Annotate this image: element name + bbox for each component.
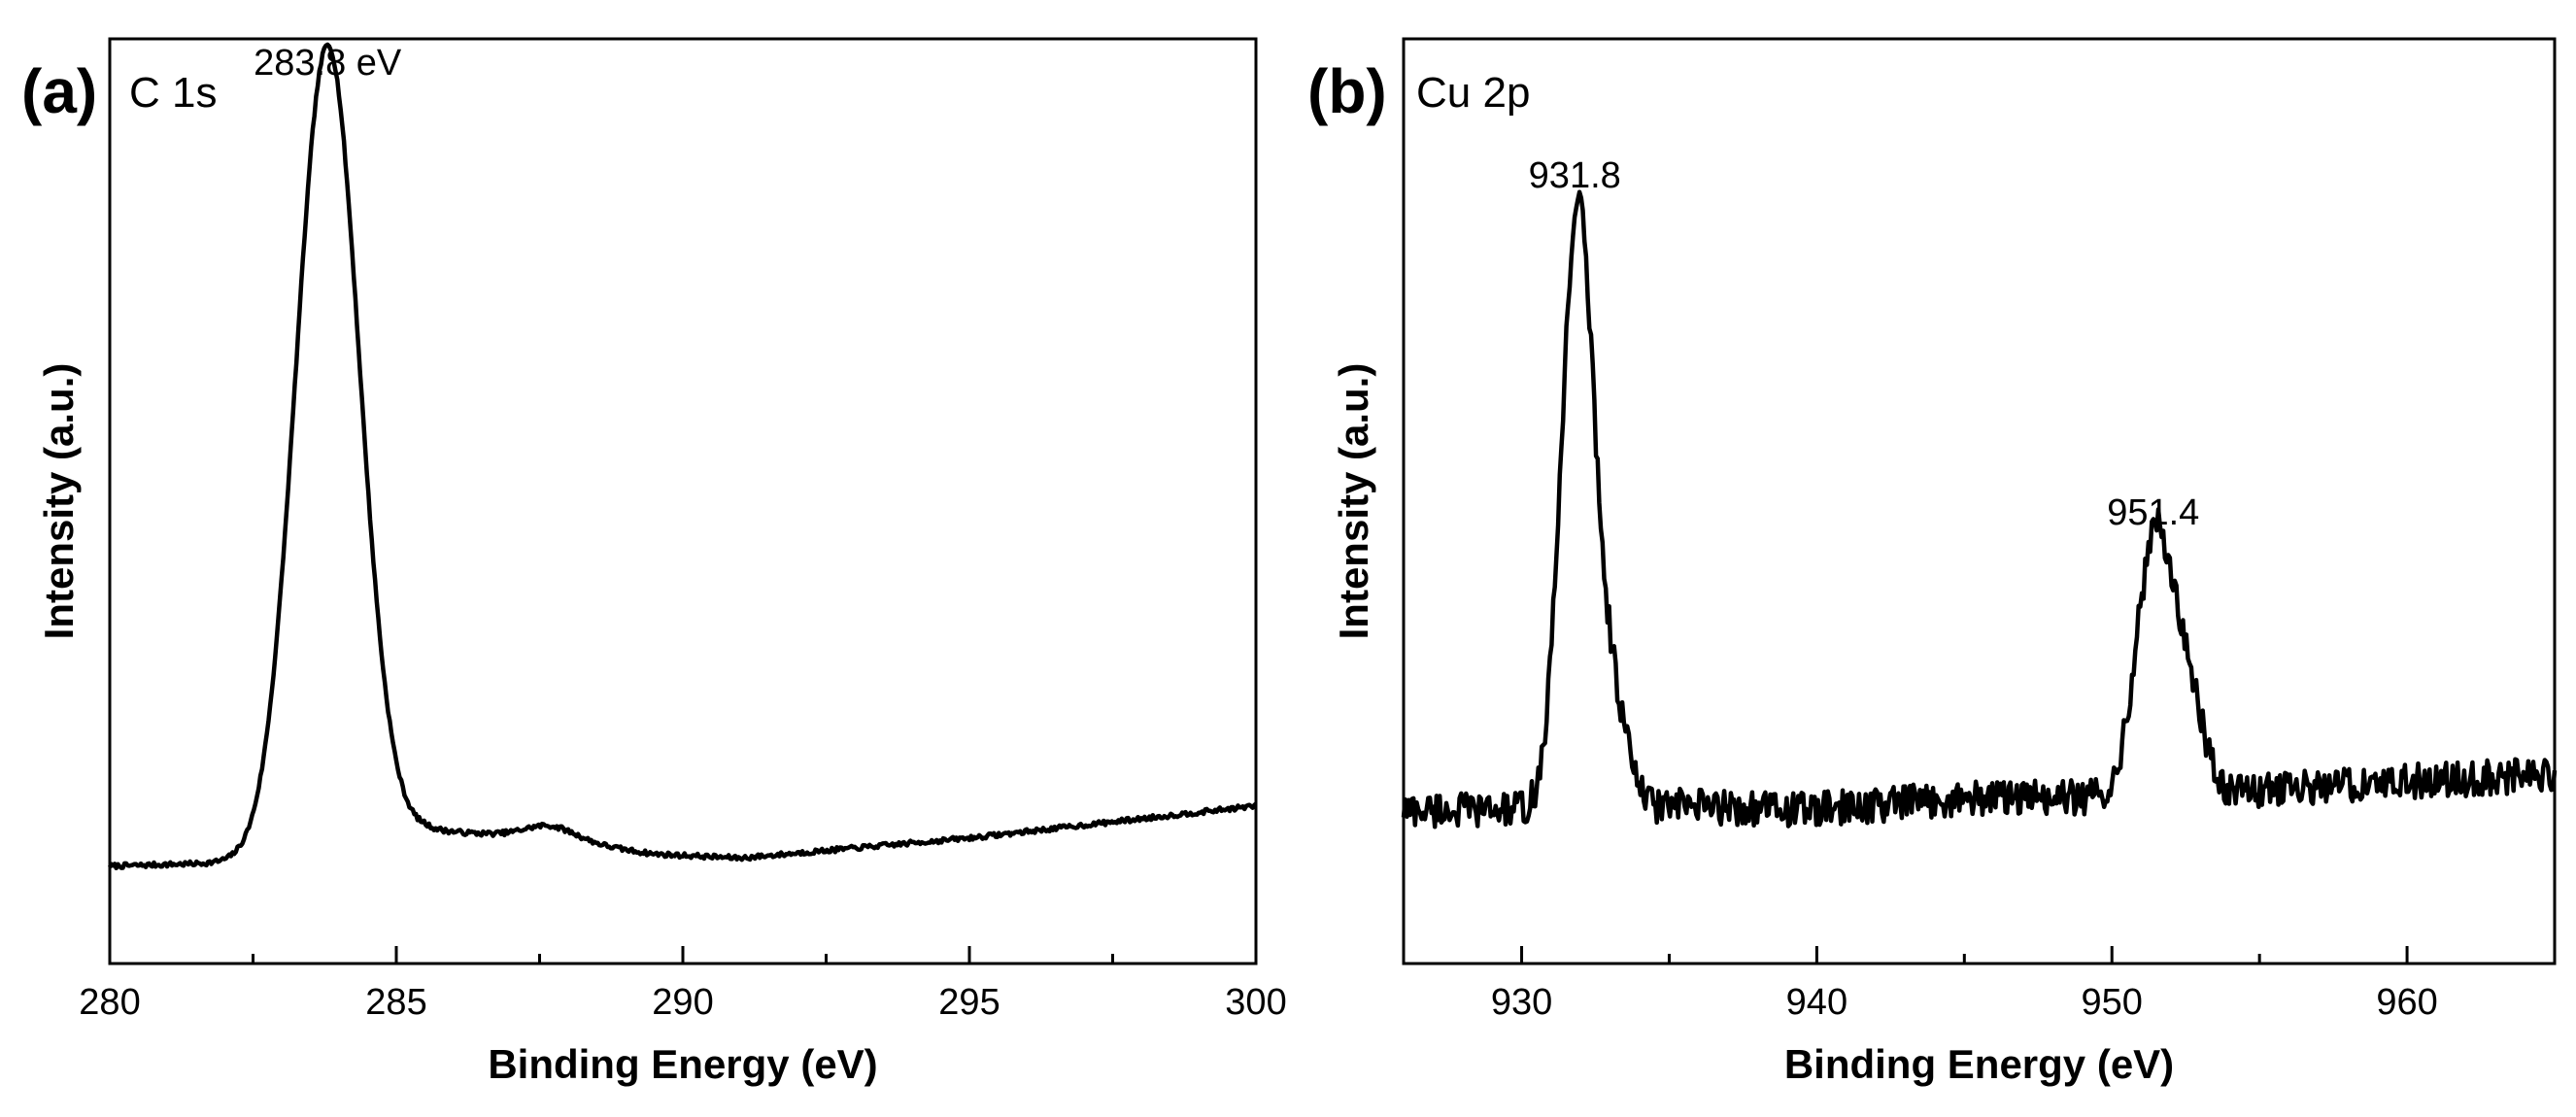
spectrum-title: Cu 2p	[1416, 69, 1530, 117]
x-axis-title: Binding Energy (eV)	[1784, 1041, 2174, 1087]
peak-annotation: 951.4	[2107, 492, 2199, 533]
x-tick-label: 280	[79, 982, 140, 1023]
spectrum-title: C 1s	[129, 69, 217, 117]
x-tick-label: 940	[1786, 982, 1847, 1023]
x-tick-label: 960	[2376, 982, 2437, 1023]
panel-label: (a)	[21, 56, 97, 126]
x-tick-label: 285	[365, 982, 426, 1023]
plot-frame	[1402, 37, 2557, 965]
x-axis-title: Binding Energy (eV)	[488, 1041, 877, 1087]
x-tick-label: 300	[1225, 982, 1286, 1023]
x-tick-label: 295	[938, 982, 1000, 1023]
spectrum-line	[1401, 189, 2558, 829]
x-tick-label: 950	[2082, 982, 2143, 1023]
x-tick-label: 290	[652, 982, 713, 1023]
spectrum-line	[107, 42, 1258, 871]
x-tick-label: 930	[1491, 982, 1552, 1023]
peak-annotation: 931.8	[1529, 155, 1621, 196]
peak-annotation: 283.8 eV	[254, 43, 402, 84]
y-axis-title: Intensity (a.u.)	[1331, 363, 1376, 640]
y-axis-title: Intensity (a.u.)	[36, 363, 82, 640]
panel-label: (b)	[1307, 56, 1387, 126]
